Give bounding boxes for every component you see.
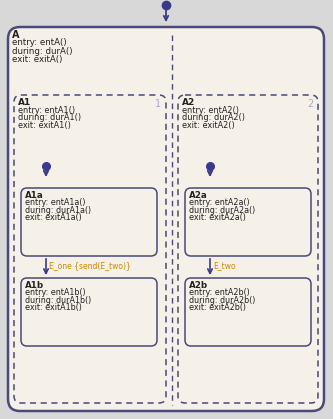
Text: A2b: A2b	[189, 281, 208, 290]
Text: entry: entA(): entry: entA()	[12, 38, 67, 47]
Text: A1a: A1a	[25, 191, 44, 200]
FancyBboxPatch shape	[185, 188, 311, 256]
Text: 2: 2	[307, 99, 313, 109]
Text: A: A	[12, 30, 20, 40]
Text: exit: exitA(): exit: exitA()	[12, 55, 62, 64]
FancyBboxPatch shape	[8, 27, 324, 411]
Text: E_two: E_two	[213, 261, 236, 271]
Text: E_one {send(E_two)}: E_one {send(E_two)}	[49, 261, 131, 271]
Text: exit: exitA2(): exit: exitA2()	[182, 121, 235, 130]
Text: during: durA1a(): during: durA1a()	[25, 206, 91, 215]
Text: entry: entA1(): entry: entA1()	[18, 106, 75, 114]
Text: exit: exitA1b(): exit: exitA1b()	[25, 303, 82, 312]
Text: A1: A1	[18, 98, 31, 107]
Text: during: durA1(): during: durA1()	[18, 113, 81, 122]
FancyBboxPatch shape	[21, 188, 157, 256]
Text: exit: exitA2b(): exit: exitA2b()	[189, 303, 246, 312]
Text: entry: entA1a(): entry: entA1a()	[25, 198, 86, 207]
Text: 1: 1	[155, 99, 161, 109]
Text: A2a: A2a	[189, 191, 208, 200]
FancyBboxPatch shape	[178, 95, 318, 403]
FancyBboxPatch shape	[185, 278, 311, 346]
Text: exit: exitA2a(): exit: exitA2a()	[189, 213, 246, 222]
Text: A2: A2	[182, 98, 195, 107]
Text: entry: entA2(): entry: entA2()	[182, 106, 239, 114]
Text: during: durA(): during: durA()	[12, 47, 73, 55]
Text: during: durA2a(): during: durA2a()	[189, 206, 255, 215]
FancyBboxPatch shape	[14, 95, 166, 403]
Text: during: durA2(): during: durA2()	[182, 113, 245, 122]
Text: entry: entA2b(): entry: entA2b()	[189, 288, 250, 297]
Text: exit: exitA1a(): exit: exitA1a()	[25, 213, 82, 222]
Text: during: durA2b(): during: durA2b()	[189, 296, 255, 305]
Text: entry: entA1b(): entry: entA1b()	[25, 288, 86, 297]
Text: exit: exitA1(): exit: exitA1()	[18, 121, 71, 130]
Text: A1b: A1b	[25, 281, 44, 290]
FancyBboxPatch shape	[21, 278, 157, 346]
Text: entry: entA2a(): entry: entA2a()	[189, 198, 250, 207]
Text: during: durA1b(): during: durA1b()	[25, 296, 91, 305]
